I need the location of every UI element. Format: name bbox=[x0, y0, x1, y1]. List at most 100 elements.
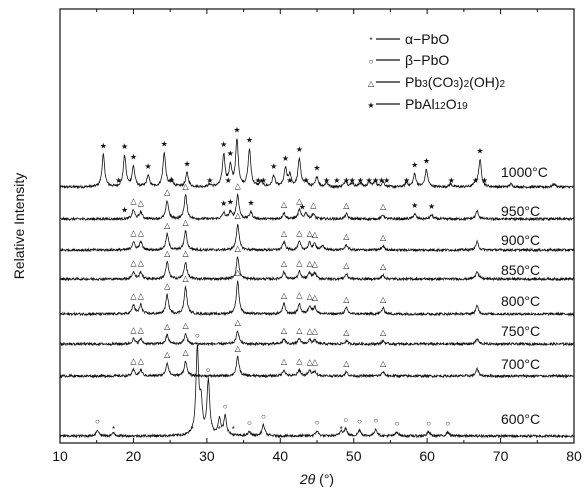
phase-marker: △ bbox=[130, 292, 137, 301]
phase-marker: ★ bbox=[227, 197, 234, 206]
phase-marker: ★ bbox=[323, 176, 330, 185]
phase-marker: ★ bbox=[302, 176, 309, 185]
temperature-label: 600°C bbox=[501, 411, 540, 427]
legend-label: β−PbO bbox=[405, 52, 449, 68]
legend-label-part: PbAl bbox=[405, 96, 435, 112]
phase-marker: ★ bbox=[378, 176, 385, 185]
legend-marker: △ bbox=[368, 79, 375, 88]
phase-marker: ○ bbox=[445, 419, 450, 428]
phase-marker: △ bbox=[307, 259, 314, 268]
legend-label-part: O bbox=[446, 96, 457, 112]
phase-marker: △ bbox=[380, 202, 387, 211]
trace-line bbox=[59, 280, 575, 317]
phase-marker: ○ bbox=[426, 419, 431, 428]
temperature-label: 950°C bbox=[501, 203, 540, 219]
x-tick-label: 20 bbox=[126, 448, 142, 464]
trace-line bbox=[59, 344, 575, 439]
phase-marker: △ bbox=[296, 357, 303, 366]
phase-marker: ★ bbox=[121, 142, 128, 151]
phase-marker: * bbox=[218, 425, 221, 434]
trace-line bbox=[59, 256, 575, 282]
phase-marker: ★ bbox=[448, 176, 455, 185]
phase-marker: ★ bbox=[225, 176, 232, 185]
phase-marker: ★ bbox=[349, 176, 356, 185]
x-axis-ticks: 10 20 30 40 50 60 70 80 bbox=[52, 9, 582, 464]
phase-marker: △ bbox=[296, 196, 303, 205]
phase-marker: ★ bbox=[383, 176, 390, 185]
phase-marker: △ bbox=[310, 201, 317, 210]
phase-marker: ★ bbox=[227, 149, 234, 158]
phase-marker: ★ bbox=[246, 136, 253, 145]
temperature-label: 700°C bbox=[501, 356, 540, 372]
phase-markers: ★ ★★★★★★★★★★★★★ ★ ★★★ ★ ★ ★ ★★ ★ ★ ★ ★ ★★ ★ ★ ★★★ ★ ★ ★ ★△ △… bbox=[95, 126, 488, 434]
legend-marker: * bbox=[369, 36, 372, 45]
phase-marker: △ bbox=[296, 326, 303, 335]
phase-marker: △ bbox=[182, 218, 189, 227]
phase-marker: ★ bbox=[220, 140, 227, 149]
phase-marker: ○ bbox=[357, 417, 362, 426]
legend-label-part: 3 bbox=[453, 79, 459, 90]
phase-marker: △ bbox=[312, 327, 319, 336]
phase-marker: ★ bbox=[476, 146, 483, 155]
diffraction-traces bbox=[59, 138, 575, 439]
phase-marker: △ bbox=[343, 295, 350, 304]
x-axis-label-unit: (°) bbox=[319, 471, 334, 487]
phase-marker: ★ bbox=[168, 176, 175, 185]
x-tick-label: 80 bbox=[566, 448, 582, 464]
phase-marker: ○ bbox=[343, 415, 348, 424]
phase-marker: △ bbox=[281, 291, 288, 300]
phase-marker: ★ bbox=[411, 160, 418, 169]
phase-marker: ★ bbox=[366, 176, 373, 185]
phase-marker: ○ bbox=[206, 365, 211, 374]
temperature-labels: 1000°C 950°C 900°C 850°C 800°C 750°C 700°C 600°… bbox=[501, 164, 548, 427]
phase-marker: △ bbox=[380, 359, 387, 368]
phase-marker: ★ bbox=[260, 176, 267, 185]
phase-marker: ★ bbox=[121, 206, 128, 215]
temperature-label: 750°C bbox=[501, 323, 540, 339]
phase-marker: △ bbox=[164, 282, 171, 291]
phase-marker: ★ bbox=[247, 199, 254, 208]
phase-marker: △ bbox=[312, 293, 319, 302]
phase-marker: ★ bbox=[233, 126, 240, 135]
phase-marker: ★ bbox=[423, 157, 430, 166]
phase-marker: △ bbox=[182, 321, 189, 330]
legend-marker: ★ bbox=[367, 101, 374, 110]
phase-marker: ★ bbox=[115, 176, 122, 185]
trace-line bbox=[59, 355, 575, 379]
phase-marker: ★ bbox=[299, 203, 306, 212]
phase-marker: △ bbox=[281, 326, 288, 335]
trace-line bbox=[59, 193, 575, 222]
phase-marker: △ bbox=[312, 230, 319, 239]
phase-marker: ★ bbox=[313, 163, 320, 172]
trace-line bbox=[59, 138, 575, 190]
phase-marker: △ bbox=[130, 229, 137, 238]
phase-marker: ○ bbox=[195, 331, 200, 340]
x-axis-label-symbol: 2θ bbox=[299, 471, 316, 487]
x-tick-label: 50 bbox=[346, 448, 362, 464]
phase-marker: ○ bbox=[315, 418, 320, 427]
legend-label-part: 12 bbox=[435, 101, 447, 112]
phase-marker: △ bbox=[164, 350, 171, 359]
x-tick-label: 40 bbox=[272, 448, 288, 464]
phase-marker: △ bbox=[296, 259, 303, 268]
phase-marker: ★ bbox=[343, 176, 350, 185]
phase-marker: ○ bbox=[373, 416, 378, 425]
phase-marker: △ bbox=[307, 326, 314, 335]
phase-marker: ○ bbox=[261, 412, 266, 421]
phase-marker: ★ bbox=[481, 176, 488, 185]
phase-marker: △ bbox=[130, 357, 137, 366]
phase-marker: △ bbox=[307, 357, 314, 366]
x-tick-label: 60 bbox=[419, 448, 435, 464]
phase-marker: ★ bbox=[282, 154, 289, 163]
phase-marker: △ bbox=[281, 357, 288, 366]
legend-label-part: 19 bbox=[457, 101, 469, 112]
phase-marker: ★ bbox=[206, 176, 213, 185]
phase-marker: ★ bbox=[100, 142, 107, 151]
axes: 10 20 30 40 50 60 70 80 Relative Intensity 2θ (… bbox=[11, 8, 582, 487]
phase-marker: △ bbox=[138, 198, 145, 207]
phase-marker: ○ bbox=[247, 419, 252, 428]
phase-marker: △ bbox=[138, 291, 145, 300]
phase-marker: △ bbox=[281, 259, 288, 268]
phase-marker: △ bbox=[296, 291, 303, 300]
